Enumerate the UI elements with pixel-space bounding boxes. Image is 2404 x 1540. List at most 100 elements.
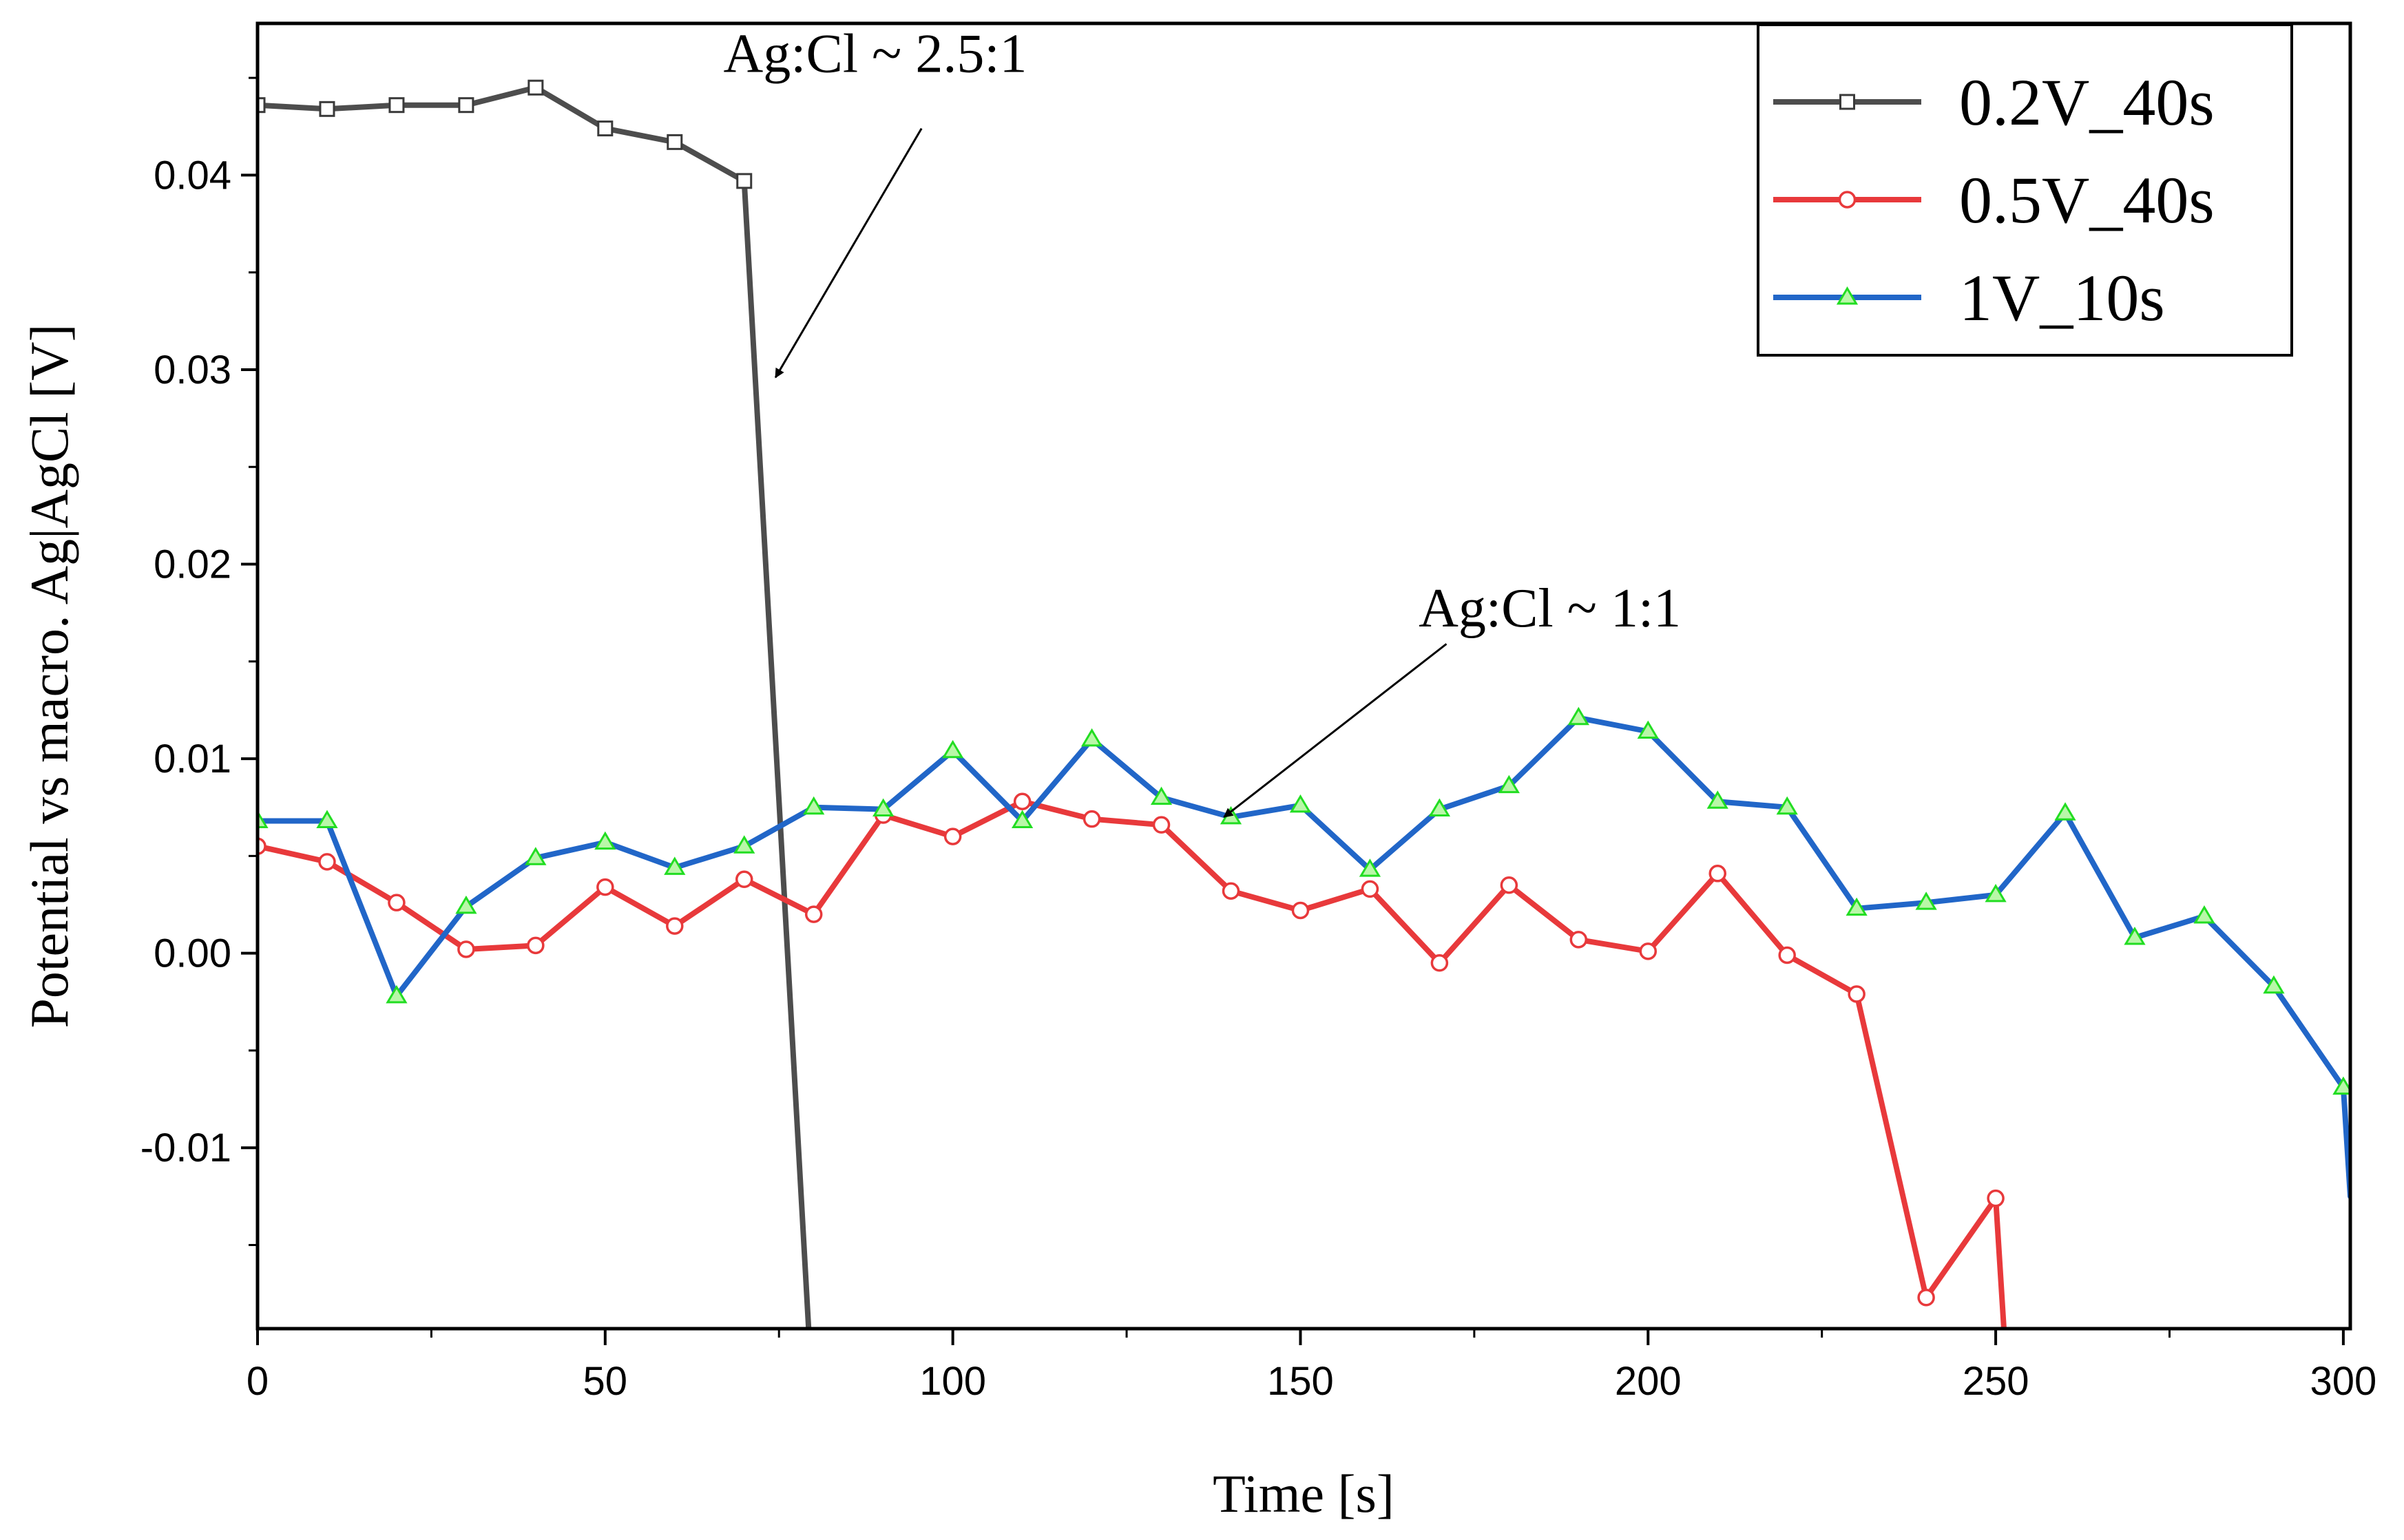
plot-frame (255, 21, 2352, 1331)
data-point (596, 878, 614, 896)
x-axis-title: Time [s] (1213, 1464, 1394, 1523)
y-tick-label: 0.00 (154, 931, 231, 976)
data-point (803, 796, 825, 815)
data-point (386, 984, 408, 1004)
data-point (1567, 706, 1589, 726)
annotation-2: Ag:Cl ~ 1:1 (1223, 578, 1681, 819)
data-point (258, 810, 269, 829)
data-point (735, 870, 753, 889)
data-point (1846, 897, 1868, 916)
x-tick-label: 100 (919, 1359, 986, 1404)
x-tick-label: 0 (247, 1359, 269, 1404)
data-point (1222, 882, 1240, 900)
data-point (594, 831, 616, 850)
x-tick-label: 200 (1615, 1359, 1682, 1404)
data-point (2124, 927, 2146, 945)
data-point (733, 835, 755, 854)
data-point (527, 936, 545, 955)
data-point (1708, 865, 1726, 883)
data-point (1569, 931, 1588, 949)
annotation-text: Ag:Cl ~ 2.5:1 (723, 24, 1027, 85)
data-point (1778, 946, 1796, 964)
data-point (872, 798, 895, 817)
annotation-arrow (774, 127, 923, 379)
data-point (388, 894, 406, 911)
axes-layer: 0 50 100 150 200 250 300 -0.01 0.00 0.01 0.02 0.03 0… (140, 21, 2377, 1404)
data-point (319, 101, 335, 117)
y-tick-label: 0.02 (154, 542, 231, 587)
series-line (258, 715, 2350, 1199)
data-point (1430, 954, 1449, 972)
series-0.5V_40s (258, 792, 2007, 1329)
annotation-arrow (1223, 643, 1447, 819)
legend-marker (1838, 191, 1857, 209)
data-point (1361, 880, 1379, 898)
data-point (1500, 876, 1518, 894)
data-point (1985, 883, 2007, 903)
legend-item-0.2V_40s: 0.2V_40s (1773, 65, 2215, 139)
data-point (666, 917, 684, 935)
data-point (388, 97, 405, 114)
annotation-text: Ag:Cl ~ 1:1 (1419, 578, 1681, 639)
data-point (458, 97, 474, 114)
legend: 0.2V_40s 0.5V_40s 1V_10s (1757, 23, 2293, 357)
legend-label: 0.2V_40s (1959, 65, 2215, 139)
data-point (1706, 790, 1728, 809)
y-tick-label: 0.03 (154, 348, 231, 392)
data-point (664, 856, 686, 875)
series-1V_10s (258, 706, 2350, 1199)
data-point (1915, 892, 1937, 910)
y-axis-title: Potential vs macro. Ag|AgCl [V] (19, 324, 79, 1029)
data-point (1011, 810, 1034, 829)
data-point (455, 895, 477, 914)
data-point (667, 134, 683, 150)
legend-item-0.5V_40s: 0.5V_40s (1773, 163, 2215, 237)
data-point (1848, 985, 1865, 1003)
y-tick-label: 0.04 (154, 153, 231, 198)
data-point (2263, 975, 2285, 994)
data-point (597, 120, 614, 137)
data-point (942, 739, 964, 759)
data-point (1637, 720, 1659, 739)
annotation-layer: Ag:Cl ~ 2.5:1 Ag:Cl ~ 1:1 (723, 24, 1681, 819)
data-point (1776, 796, 1798, 815)
x-tick-label: 50 (583, 1359, 628, 1404)
data-point (1291, 901, 1310, 920)
data-point (804, 905, 823, 923)
data-point (2193, 905, 2215, 924)
data-point (316, 810, 338, 829)
data-point (943, 827, 962, 845)
data-point (1639, 942, 1658, 960)
data-point (258, 837, 266, 855)
data-point (1987, 1189, 2005, 1207)
legend-label: 0.5V_40s (1959, 163, 2215, 237)
data-point (1917, 1289, 1935, 1307)
x-tick-label: 300 (2310, 1359, 2377, 1404)
data-point (1359, 858, 1381, 877)
data-point (1080, 728, 1103, 747)
data-point (1428, 798, 1451, 817)
data-point (525, 847, 547, 865)
x-tick-label: 250 (1963, 1359, 2029, 1404)
series-layer (258, 79, 2350, 1329)
annotation-1: Ag:Cl ~ 2.5:1 (723, 24, 1027, 379)
legend-marker (1839, 94, 1855, 110)
data-point (1498, 774, 1520, 794)
legend-label: 1V_10s (1959, 261, 2165, 335)
data-point (1013, 792, 1032, 811)
data-point (1083, 810, 1101, 828)
x-tick-label: 150 (1267, 1359, 1334, 1404)
data-point (527, 79, 544, 96)
data-point (1289, 794, 1312, 813)
y-tick-label: -0.01 (140, 1126, 231, 1170)
legend-item-1V_10s: 1V_10s (1773, 261, 2165, 335)
y-tick-label: 0.01 (154, 737, 231, 781)
data-point (457, 940, 475, 958)
data-point (736, 173, 753, 189)
legend-marker (1836, 286, 1859, 305)
series-0.2V_40s (258, 79, 812, 1329)
data-point (318, 853, 336, 871)
data-point (1152, 816, 1171, 834)
data-point (258, 97, 266, 114)
